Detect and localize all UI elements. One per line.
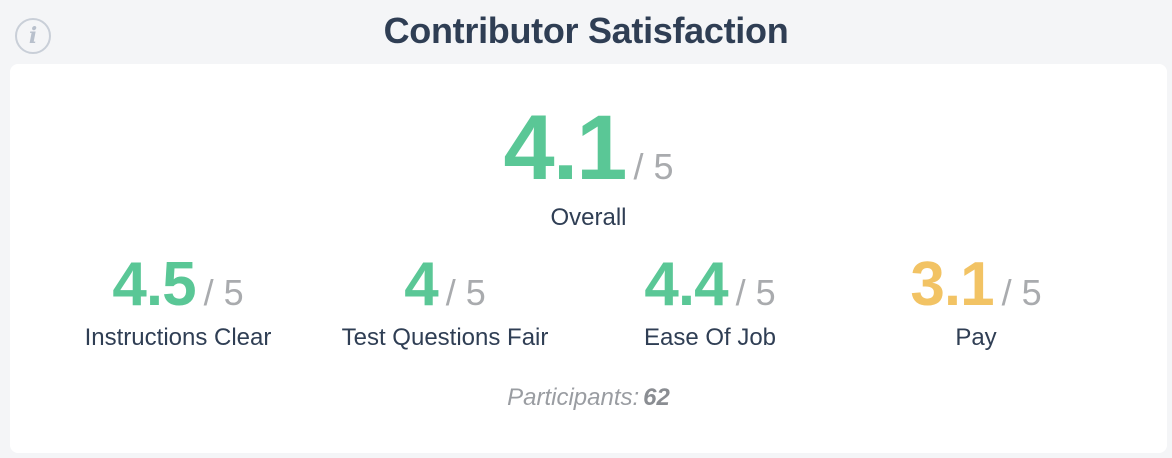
- metric-test-questions-fair: 4 / 5 Test Questions Fair: [342, 254, 549, 352]
- overall-score-value: 4.1: [503, 97, 628, 199]
- metric-score-value: 4: [404, 250, 438, 319]
- participants-label: Participants:: [507, 384, 640, 411]
- participants-count: 62: [643, 384, 670, 411]
- overall-score-label: Overall: [550, 204, 627, 231]
- metric-score-denominator: / 5: [1001, 272, 1042, 313]
- overall-score-denominator: / 5: [633, 146, 674, 187]
- metric-pay: 3.1 / 5 Pay: [910, 254, 1041, 352]
- metric-score-value: 3.1: [910, 250, 994, 319]
- metric-instructions-clear: 4.5 / 5 Instructions Clear: [85, 254, 272, 352]
- metric-label: Pay: [955, 324, 997, 351]
- info-icon[interactable]: i: [15, 18, 51, 54]
- overall-score-block: 4.1 / 5 Overall: [10, 102, 1167, 232]
- metric-label: Ease Of Job: [643, 324, 777, 351]
- page-title: Contributor Satisfaction: [383, 10, 789, 51]
- metric-ease-of-job: 4.4 / 5 Ease Of Job: [644, 254, 776, 352]
- participants-summary: Participants: 62: [10, 384, 1167, 412]
- metric-label: Instructions Clear: [84, 324, 272, 351]
- metric-label: Test Questions Fair: [341, 324, 549, 351]
- metric-score-denominator: / 5: [735, 272, 776, 313]
- metric-score-denominator: / 5: [445, 272, 486, 313]
- metric-score-value: 4.5: [112, 250, 196, 319]
- metric-score-value: 4.4: [644, 250, 728, 319]
- satisfaction-card: 4.1 / 5 Overall 4.5 / 5 Instructions Cle…: [10, 64, 1167, 453]
- metric-score-denominator: / 5: [203, 272, 244, 313]
